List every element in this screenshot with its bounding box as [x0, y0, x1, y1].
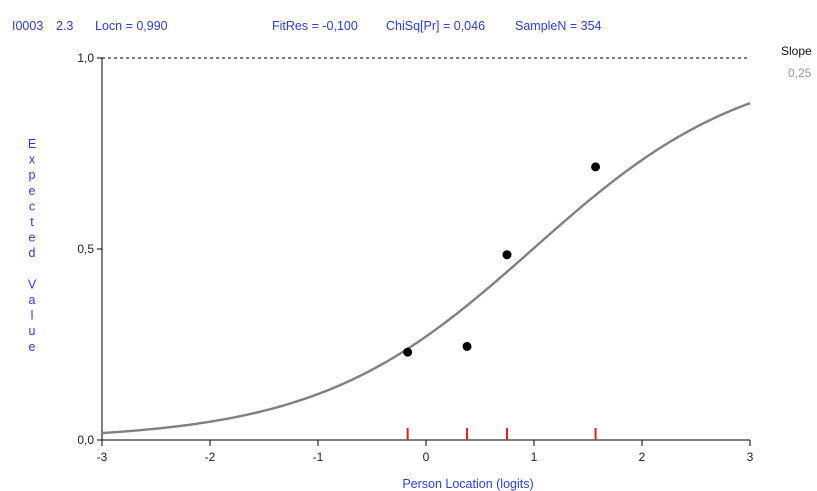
x-tick-label: 2 — [639, 450, 646, 464]
y-axis-label-char: d — [29, 246, 36, 260]
observed-points — [403, 162, 600, 356]
observed-point — [591, 162, 600, 171]
y-axis-label-char: e — [29, 231, 36, 245]
y-axis-label-char: e — [29, 340, 36, 354]
y-axis-label-char: a — [29, 293, 36, 307]
y-tick-label: 0,5 — [77, 242, 94, 256]
observed-point — [463, 342, 472, 351]
x-tick-label: 3 — [747, 450, 754, 464]
y-tick-label: 1,0 — [77, 51, 94, 65]
y-axis-label-char: x — [29, 153, 36, 167]
header-class-interval: 2.3 — [56, 19, 73, 33]
header-item-id: I0003 — [12, 19, 43, 33]
y-axis-label-char: l — [31, 309, 34, 323]
x-tick-label: 0 — [423, 450, 430, 464]
y-axis-label-char: t — [30, 215, 34, 229]
y-axis-label-char: c — [29, 199, 35, 213]
expected-value-curve — [102, 103, 750, 433]
y-ticks: 0,0 0,5 1,0 — [77, 51, 102, 447]
observed-point — [403, 348, 412, 357]
y-axis-label-char: p — [29, 168, 36, 182]
x-tick-label: 1 — [531, 450, 538, 464]
x-tick-label: -2 — [205, 450, 216, 464]
observed-point — [503, 250, 512, 259]
x-axis-label: Person Location (logits) — [402, 477, 533, 491]
y-axis-label-char: E — [28, 137, 36, 151]
y-axis-label-char: e — [29, 184, 36, 198]
slope-value: 0,25 — [788, 66, 812, 80]
header-chisq: ChiSq[Pr] = 0,046 — [386, 19, 485, 33]
slope-label: Slope — [781, 44, 812, 58]
header-samplen: SampleN = 354 — [515, 19, 602, 33]
header-locn: Locn = 0,990 — [95, 19, 168, 33]
y-axis-label-char: V — [28, 277, 37, 291]
class-interval-marks — [408, 428, 596, 440]
x-ticks: -3 -2 -1 0 1 2 3 — [97, 440, 754, 464]
header-fitres: FitRes = -0,100 — [272, 19, 358, 33]
x-tick-label: -1 — [313, 450, 324, 464]
y-axis-label-char: u — [29, 324, 36, 338]
x-tick-label: -3 — [97, 450, 108, 464]
y-tick-label: 0,0 — [77, 433, 94, 447]
